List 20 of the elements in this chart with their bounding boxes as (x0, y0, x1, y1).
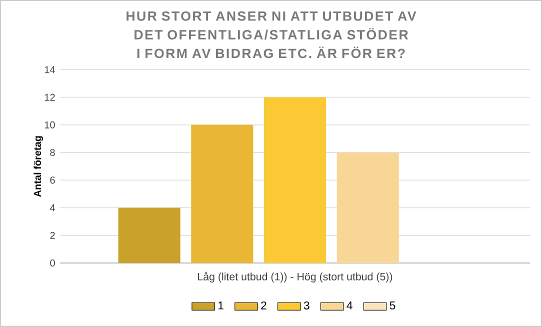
bar (191, 124, 254, 263)
y-tick-label: 4 (50, 204, 56, 212)
y-tick-label: 14 (44, 66, 56, 74)
y-tick-label: 6 (50, 176, 55, 184)
bar (118, 208, 180, 263)
y-axis-title: Antal företag (34, 136, 44, 197)
legend-label: 3 (304, 301, 310, 310)
bar (264, 97, 326, 263)
chart-title: HUR STORT ANSER NI ATT UTBUDET AV DET OFFENTLIGA/STATLIGA STÖDER I FORM AV BIDRAG ETC. ÄR FÖR ER? (126, 11, 416, 58)
y-tick-label: 8 (50, 148, 55, 156)
y-tick-label: 12 (44, 94, 55, 101)
y-tick-label: 0 (50, 259, 55, 267)
x-tick-label: Låg (litet utbud (1)) - Hög (stort utbud (5)) (198, 272, 392, 283)
legend-label: 5 (390, 302, 396, 310)
bar (336, 152, 399, 263)
y-tick-label: 10 (44, 121, 55, 128)
legend-label: 4 (346, 302, 352, 310)
legend-label: 1 (218, 302, 224, 310)
y-tick-label: 2 (50, 232, 55, 239)
legend-label: 2 (261, 301, 266, 310)
